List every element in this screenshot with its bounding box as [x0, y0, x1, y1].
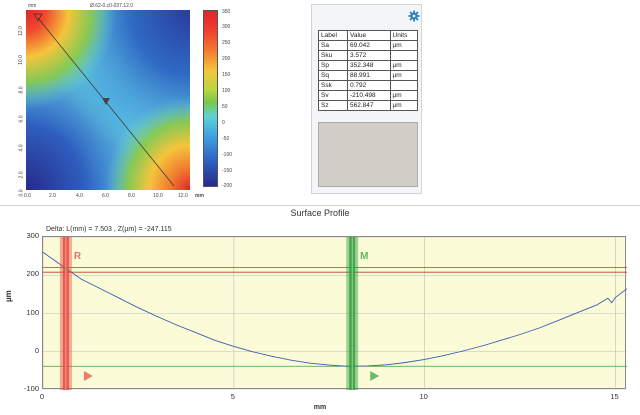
map-header-title: Ø.62-0.c0-037.12.0 — [90, 3, 134, 9]
profile-curve — [43, 251, 627, 367]
param-label: Sku — [318, 50, 348, 61]
x-tick-label: 10 — [419, 392, 428, 401]
map-x-tick: 10.0 — [153, 193, 163, 199]
param-value: -210.498 — [346, 90, 391, 101]
x-tick-label: 0 — [39, 392, 45, 401]
param-value: 69.042 — [346, 40, 391, 51]
param-value: 352.348 — [346, 60, 391, 71]
map-y-tick: 2.0 — [18, 171, 25, 179]
param-unit: µm — [389, 60, 419, 71]
table-header-row: Label Value Units — [318, 30, 419, 41]
colorbar — [203, 10, 218, 187]
column-header: Label — [318, 30, 348, 41]
colorbar-tick: -50 — [222, 136, 230, 142]
colorbar-tick: 250 — [222, 40, 231, 46]
param-value: 562.847 — [346, 100, 391, 111]
delta-readout: Delta: L(mm) = 7.503 , Z(µm) = -247.115 — [46, 226, 172, 233]
colorbar-tick: 0 — [222, 120, 225, 126]
colorbar-tick: 150 — [222, 72, 231, 78]
colorbar-tick: -100 — [222, 152, 233, 158]
param-label: Sp — [318, 60, 348, 71]
map-y-tick: 12.0 — [17, 26, 24, 36]
param-unit — [389, 80, 419, 91]
map-x-tick: 6.0 — [102, 193, 109, 199]
colorbar-tick: 350 — [222, 9, 231, 15]
param-unit — [389, 50, 419, 61]
table-row[interactable]: Sa 69.042 µm — [318, 40, 419, 51]
cursor-r-label: R — [74, 251, 82, 262]
y-axis-label: µm — [4, 290, 13, 302]
map-x-tick: 0.0 — [24, 193, 31, 199]
table-row[interactable]: Sq 88.991 µm — [318, 70, 419, 81]
param-unit: µm — [389, 90, 419, 101]
colorbar-tick: -150 — [222, 168, 233, 174]
colorbar-tick: -200 — [222, 183, 233, 189]
param-label: Sz — [318, 100, 348, 111]
param-label: Ssk — [318, 80, 348, 91]
surface-height-map[interactable] — [26, 10, 190, 190]
map-header-unit: mm — [28, 3, 37, 9]
map-y-tick: 6.0 — [18, 115, 25, 123]
param-unit: µm — [389, 40, 419, 51]
param-label: Sa — [318, 40, 348, 51]
map-y-tick: 4.0 — [18, 144, 25, 152]
table-row[interactable]: Ssk 0.792 — [318, 80, 419, 91]
colorbar-tick: 50 — [222, 104, 228, 110]
map-y-tick: 10.0 — [17, 55, 24, 65]
gear-icon[interactable] — [408, 9, 420, 22]
x-tick-label: 5 — [230, 392, 235, 401]
table-row[interactable]: Sz 562.847 µm — [318, 100, 419, 111]
param-value: 3.572 — [346, 50, 391, 61]
column-header: Value — [346, 30, 391, 41]
y-tick-label: 200 — [26, 269, 39, 279]
colorbar-tick: 300 — [222, 24, 231, 30]
parameters-table: Label Value Units Sa 69.042 µm Sku 3.572 Sp… — [318, 30, 419, 111]
parameters-empty-area — [318, 122, 418, 187]
x-tick-label: 15 — [610, 392, 619, 401]
table-row[interactable]: Sv -210.498 µm — [318, 90, 419, 101]
param-value: 0.792 — [346, 80, 391, 91]
map-x-tick: 2.0 — [49, 193, 56, 199]
colorbar-tick: 200 — [222, 56, 231, 62]
section-divider — [0, 205, 640, 206]
param-value: 88.991 — [346, 70, 391, 81]
map-x-tick: 8.0 — [128, 193, 135, 199]
param-unit: µm — [389, 100, 419, 111]
y-tick-label: -100 — [23, 384, 39, 393]
param-label: Sq — [318, 70, 348, 81]
colorbar-tick: 100 — [222, 88, 231, 94]
parameters-panel: Label Value Units Sa 69.042 µm Sku 3.572 Sp… — [311, 4, 422, 194]
x-axis-label: mm — [313, 404, 327, 411]
param-unit: µm — [389, 70, 419, 81]
map-x-tick: 4.0 — [76, 193, 83, 199]
table-row[interactable]: Sp 352.348 µm — [318, 60, 419, 71]
y-tick-label: 100 — [26, 307, 39, 317]
column-header: Units — [389, 30, 419, 41]
cursor-m-label: M — [360, 251, 368, 262]
y-tick-label: 300 — [26, 231, 39, 240]
map-x-tick: 12.0 — [178, 193, 188, 199]
map-y-tick: 8.0 — [18, 86, 25, 94]
cursor-r-marker — [83, 371, 93, 381]
profile-title: Surface Profile — [290, 208, 350, 218]
param-label: Sv — [318, 90, 348, 101]
y-tick-label: 0 — [34, 345, 39, 355]
cursor-m-marker — [370, 371, 380, 381]
table-row[interactable]: Sku 3.572 — [318, 50, 419, 61]
map-corner-unit: mm — [195, 193, 204, 199]
